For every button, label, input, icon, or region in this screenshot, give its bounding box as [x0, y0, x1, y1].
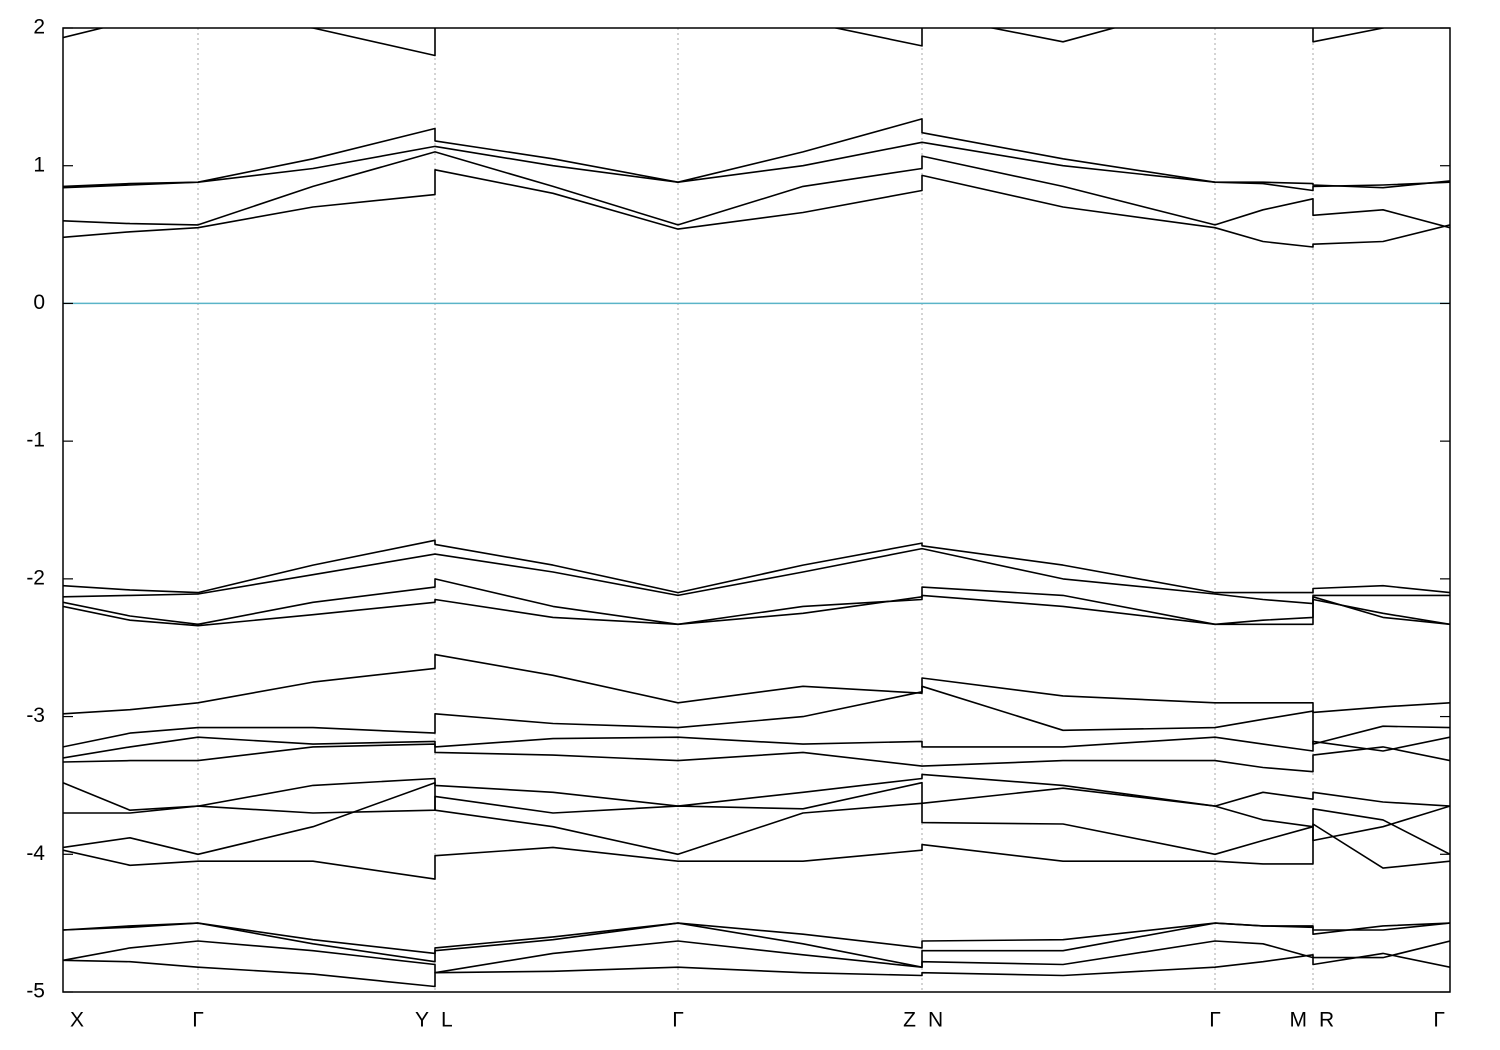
band-line — [63, 952, 1450, 988]
band-line — [63, 922, 1450, 968]
band-line — [63, 118, 1450, 189]
y-tick-label: -1 — [26, 429, 45, 452]
bands — [63, 28, 1450, 988]
band-line — [63, 685, 1450, 748]
y-tick-label: 1 — [33, 153, 45, 176]
band-line — [63, 141, 1450, 192]
band-line — [63, 743, 1450, 773]
band-line — [63, 594, 1450, 627]
y-tick-label: 0 — [33, 291, 45, 314]
band-line — [63, 151, 1450, 229]
x-tick-label: X — [70, 1009, 84, 1032]
band-line — [63, 28, 1387, 57]
y-tick-label: -2 — [26, 566, 45, 589]
x-tick-label: Z — [903, 1009, 916, 1032]
x-tick-label: R — [1319, 1009, 1334, 1032]
x-tick-label: Y — [415, 1009, 429, 1032]
x-tick-label: Γ — [192, 1009, 204, 1032]
labels: -5 -4 -3 -2 -1 0 1 2 X Γ Y L Γ Z N Γ M R Γ — [26, 16, 1450, 1032]
y-tick-label: -3 — [26, 704, 45, 727]
band-line — [63, 922, 1450, 955]
band-line — [63, 169, 1450, 248]
band-line — [63, 823, 1450, 880]
x-tick-label: Γ — [672, 1009, 684, 1032]
band-line — [63, 940, 1450, 974]
band-line — [63, 736, 1450, 759]
plot-frame — [62, 27, 1451, 993]
y-tick-label: -5 — [26, 980, 45, 1003]
band-line — [63, 653, 1450, 715]
x-tick-label: N — [928, 1009, 943, 1032]
x-tick-label: Γ — [1209, 1009, 1221, 1032]
y-tick-label: -4 — [26, 842, 45, 865]
x-tick-label: Γ — [1433, 1009, 1445, 1032]
x-tick-label: L — [441, 1009, 453, 1032]
y-tick-label: 2 — [33, 16, 45, 39]
x-tick-label: M — [1290, 1009, 1308, 1032]
band-line — [63, 773, 1450, 811]
band-line — [63, 539, 1450, 594]
